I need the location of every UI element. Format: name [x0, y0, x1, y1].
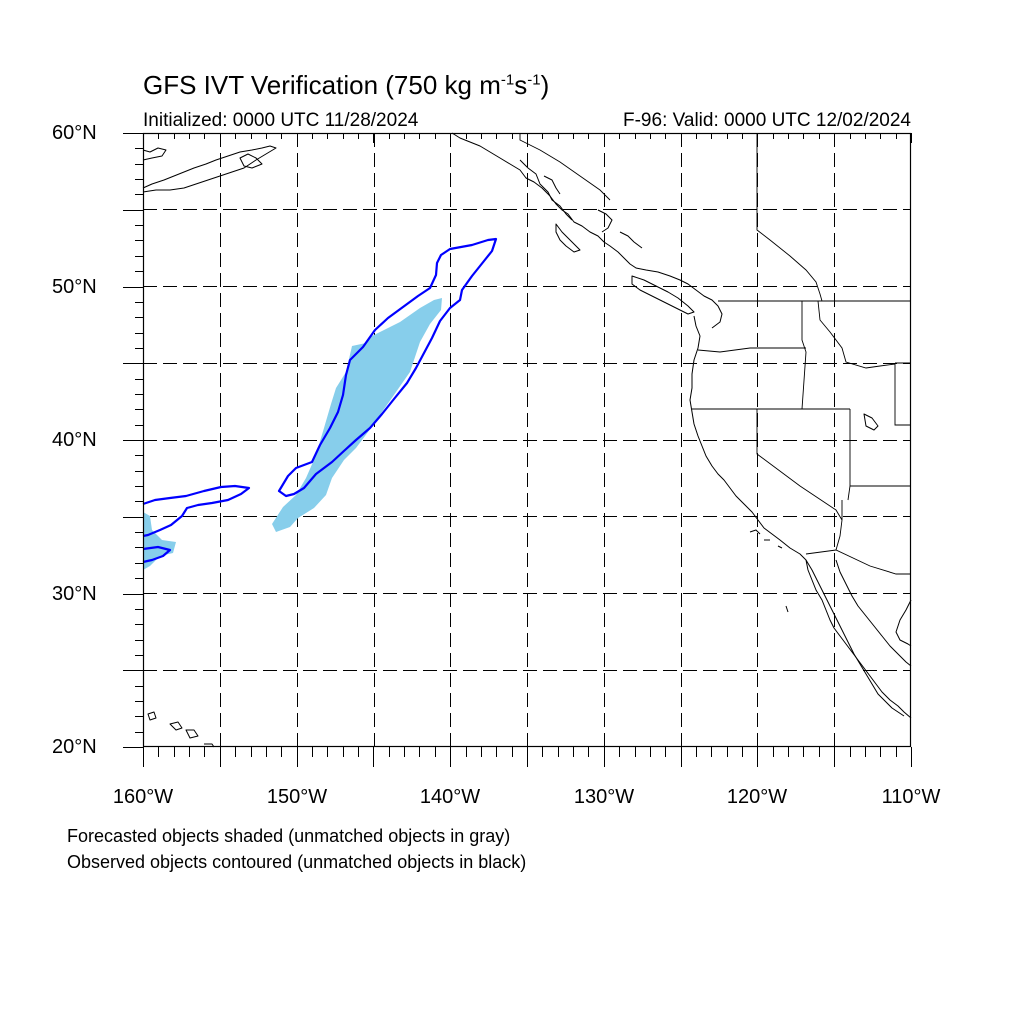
washington-oregon-border: [697, 347, 806, 353]
lat-label-40: 40°N: [52, 429, 97, 451]
kodiak-island-coast: [239, 153, 263, 169]
caption-forecast: Forecasted objects shaded (unmatched obj…: [67, 826, 511, 846]
axis-ticks: [123, 133, 912, 767]
mainland-mexico-coast: [895, 599, 912, 647]
gulf-of-alaska-coast: [451, 132, 723, 329]
vancouver-island-coast: [631, 275, 695, 315]
coastlines: [142, 132, 912, 748]
map-title: GFS IVT Verification (750 kg m-1s-1): [143, 70, 550, 100]
montana-wyoming-border: [894, 362, 911, 426]
guadalupe-island: [785, 605, 789, 613]
us-west-coast: [689, 315, 912, 719]
bc-alberta-border: [756, 133, 823, 302]
idaho-border-east: [817, 300, 896, 369]
arizona-california-border: [835, 500, 843, 551]
bc-coast: [597, 209, 643, 249]
lat-label-30: 30°N: [52, 583, 97, 605]
observed-contour-west: [142, 484, 251, 564]
nevada-border-east: [847, 409, 851, 501]
forecast-object-main: [272, 298, 442, 532]
lon-label-120w: 120°W: [726, 786, 788, 808]
initialized-time: Initialized: 0000 UTC 11/28/2024: [143, 110, 419, 131]
southeast-alaska-islands: [519, 159, 581, 253]
lon-label-110w: 110°W: [881, 786, 941, 808]
baja-peninsula-coast: [805, 559, 905, 717]
lat-label-50: 50°N: [52, 276, 97, 298]
us-mexico-border: [805, 549, 911, 575]
alaska-canada-border: [519, 133, 611, 201]
forecast-object-west: [143, 512, 176, 570]
great-salt-lake: [863, 413, 879, 431]
political-borders: [519, 133, 911, 575]
lon-label-160w: 160°W: [112, 786, 174, 808]
hawaii-island-3: [185, 729, 199, 739]
idaho-border-west: [801, 301, 807, 410]
caption-observed: Observed objects contoured (unmatched ob…: [67, 852, 527, 872]
observed-contour-main: [277, 237, 498, 498]
hawaii-island-1: [147, 711, 157, 721]
lat-lon-grid: [143, 133, 911, 747]
alaska-coast-west: [142, 147, 167, 161]
lon-label-150w: 150°W: [266, 786, 328, 808]
valid-time: F-96: Valid: 0000 UTC 12/02/2024: [623, 110, 911, 131]
hawaii-island-2: [169, 721, 183, 731]
lat-label-20: 20°N: [52, 736, 97, 758]
lon-label-130w: 130°W: [573, 786, 635, 808]
alaska-peninsula-coast: [142, 145, 277, 193]
channel-islands: [749, 529, 783, 549]
gulf-of-california-coast: [835, 559, 912, 667]
lon-label-140w: 140°W: [419, 786, 481, 808]
california-nevada-border: [756, 409, 843, 521]
lat-label-60: 60°N: [52, 122, 97, 144]
